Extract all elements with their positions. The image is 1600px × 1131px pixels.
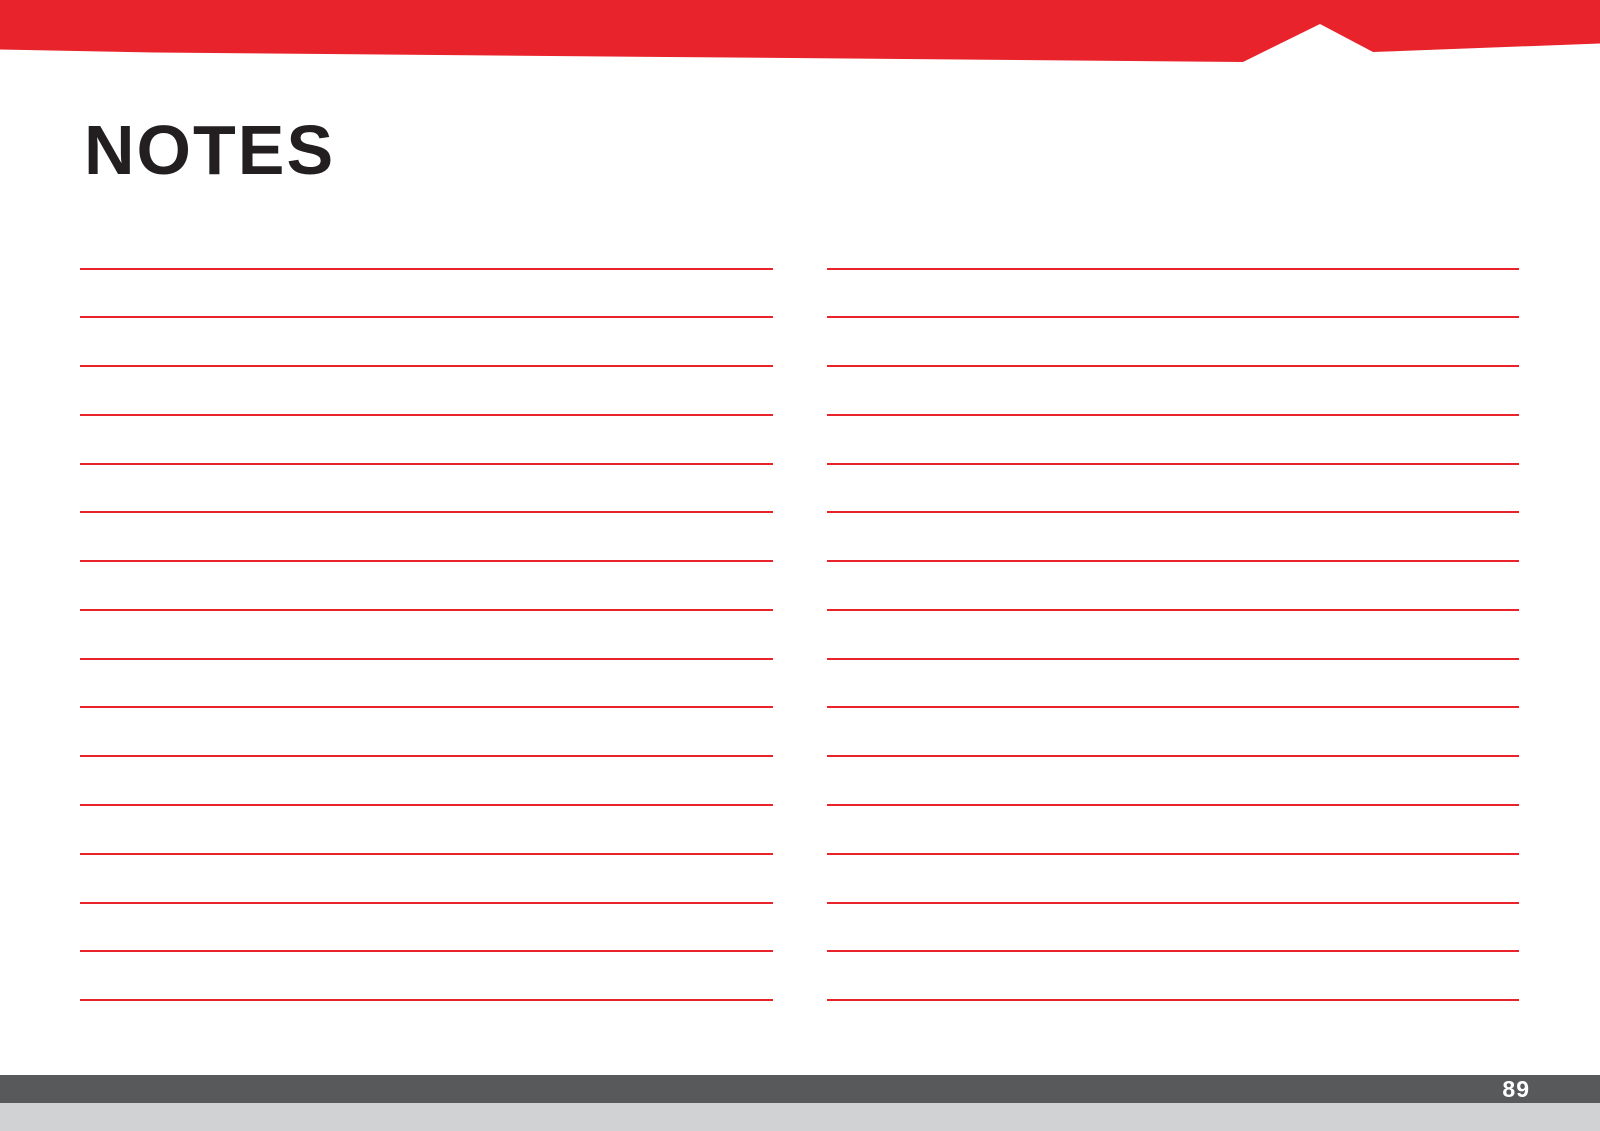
top-banner-shape bbox=[0, 0, 1600, 62]
page-number: 89 bbox=[1502, 1075, 1530, 1102]
note-line bbox=[827, 316, 1519, 319]
note-line bbox=[80, 999, 773, 1002]
note-line bbox=[827, 803, 1519, 806]
note-line bbox=[827, 706, 1519, 709]
note-line bbox=[80, 852, 773, 855]
note-line bbox=[80, 413, 773, 416]
note-line bbox=[80, 365, 773, 368]
notes-column-right bbox=[827, 0, 1519, 1040]
note-line bbox=[80, 901, 773, 904]
footer-bar: 89 bbox=[0, 1075, 1600, 1103]
note-line bbox=[827, 413, 1519, 416]
note-line bbox=[80, 803, 773, 806]
note-line bbox=[827, 999, 1519, 1002]
notes-column-left bbox=[80, 0, 773, 1040]
note-line bbox=[80, 511, 773, 514]
note-line bbox=[80, 657, 773, 660]
note-line bbox=[80, 560, 773, 563]
note-line bbox=[827, 755, 1519, 758]
note-line bbox=[80, 608, 773, 611]
note-line bbox=[827, 608, 1519, 611]
note-line bbox=[827, 511, 1519, 514]
note-line bbox=[827, 267, 1519, 270]
note-line bbox=[80, 755, 773, 758]
note-line bbox=[80, 462, 773, 465]
note-line bbox=[80, 316, 773, 319]
note-line bbox=[80, 706, 773, 709]
page-title: NOTES bbox=[84, 111, 336, 189]
footer-strip bbox=[0, 1103, 1600, 1131]
note-line bbox=[827, 365, 1519, 368]
note-line bbox=[80, 950, 773, 953]
note-line bbox=[827, 462, 1519, 465]
note-line bbox=[827, 852, 1519, 855]
note-line bbox=[80, 267, 773, 270]
top-banner bbox=[0, 0, 1600, 64]
note-line bbox=[827, 901, 1519, 904]
note-line bbox=[827, 657, 1519, 660]
note-line bbox=[827, 560, 1519, 563]
note-line bbox=[827, 950, 1519, 953]
